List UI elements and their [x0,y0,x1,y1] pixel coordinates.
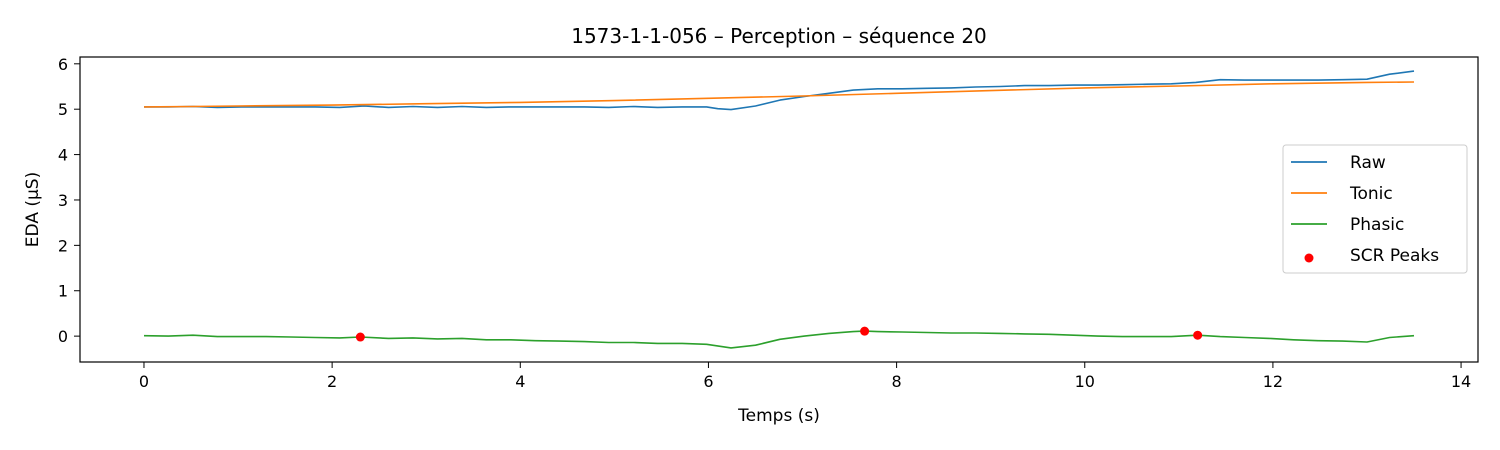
chart-title: 1573-1-1-056 – Perception – séquence 20 [571,24,987,48]
x-axis-title: Temps (s) [737,406,820,426]
series-line-tonic [143,81,1415,108]
y-tick-label: 4 [58,146,68,165]
legend-box [1282,144,1468,274]
y-axis-title: EDA (µS) [23,172,43,247]
scr-peak-point [355,332,365,342]
y-tick-label: 6 [58,55,68,74]
y-axis: 0 1 2 3 4 5 6 [58,55,80,346]
scr-peak-point [1193,330,1203,340]
x-tick-label: 6 [703,372,713,391]
x-axis: 0 2 4 6 8 10 12 14 [139,362,1471,391]
y-tick-label: 5 [58,100,68,119]
y-tick-label: 0 [58,327,68,346]
legend-label: Raw [1350,153,1386,173]
x-tick-label: 0 [139,372,149,391]
y-tick-label: 2 [58,236,68,255]
scr-peak-point [860,326,870,336]
legend: Raw Tonic Phasic SCR Peaks [1282,144,1468,274]
legend-swatch-scr-peaks [1304,253,1314,263]
y-tick-label: 1 [58,282,68,301]
x-tick-label: 4 [515,372,525,391]
plot-frame [79,56,1479,363]
x-tick-label: 10 [1075,372,1095,391]
x-tick-label: 14 [1451,372,1471,391]
plot-area [143,70,1415,349]
series-line-raw [144,70,1415,111]
series-line-phasic [143,330,1415,349]
x-tick-label: 12 [1263,372,1283,391]
legend-label: SCR Peaks [1350,246,1439,266]
legend-label: Tonic [1349,184,1393,204]
x-tick-label: 8 [892,372,902,391]
y-tick-label: 3 [58,191,68,210]
x-tick-label: 2 [327,372,337,391]
legend-label: Phasic [1350,215,1404,235]
